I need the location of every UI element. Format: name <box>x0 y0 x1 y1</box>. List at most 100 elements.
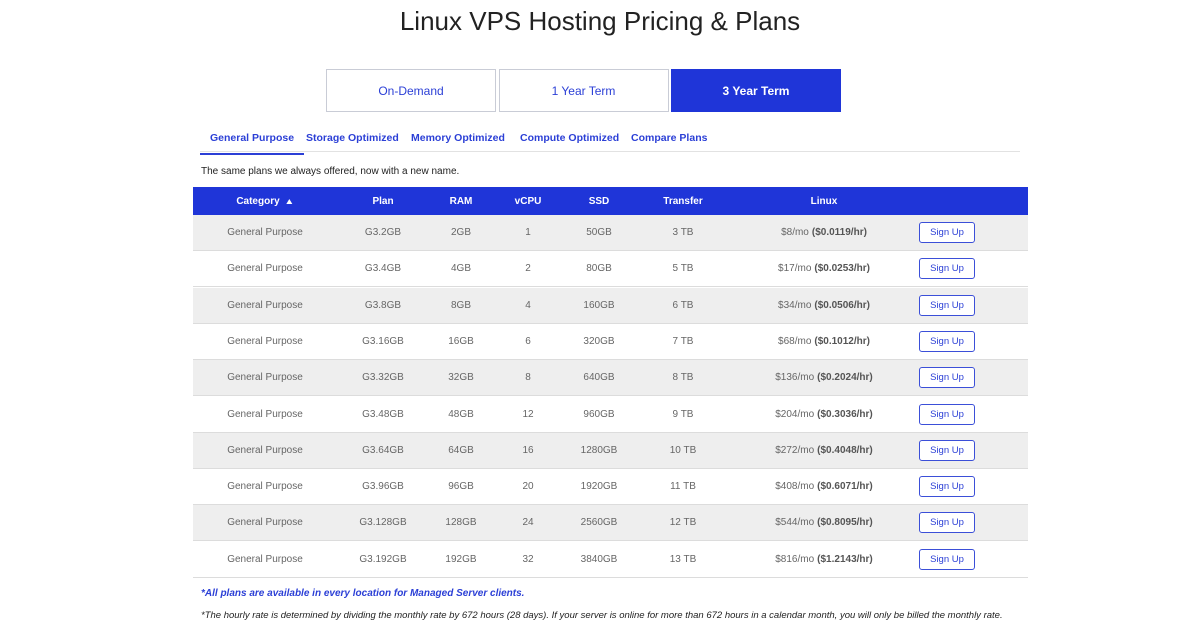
term-tab[interactable]: On-Demand <box>326 69 496 112</box>
table-cell: 32 <box>522 553 534 565</box>
sign-up-button[interactable]: Sign Up <box>919 294 975 316</box>
table-cell: General Purpose <box>227 263 303 275</box>
hourly-price: ($0.0119/hr) <box>811 227 867 238</box>
table-cell: 3 TB <box>672 227 694 238</box>
monthly-price: $17/mo <box>778 263 812 275</box>
column-header: Linux <box>811 187 838 215</box>
table-cell: 6 TB <box>672 299 694 311</box>
monthly-price: $272/mo <box>775 444 815 456</box>
table-row: General Purpose G3.192GB 192GB 32 3840GB 13 T… <box>193 541 1028 578</box>
column-label: vCPU <box>514 195 542 207</box>
table-cell: 1280GB <box>580 444 618 456</box>
category-tab[interactable]: General Purpose <box>200 130 305 155</box>
hourly-price: ($0.8095/hr) <box>817 517 873 529</box>
category-tab[interactable]: Compare Plans <box>631 132 708 144</box>
sign-up-button[interactable]: Sign Up <box>919 258 975 280</box>
category-tab[interactable]: Storage Optimized <box>306 132 399 144</box>
price-cell: $544/mo ($0.8095/hr) <box>775 505 873 540</box>
table-cell: 3840GB <box>580 553 618 565</box>
hourly-price: ($0.6071/hr) <box>817 481 873 493</box>
category-tab[interactable]: Compute Optimized <box>520 132 620 144</box>
category-tab[interactable]: Memory Optimized <box>411 132 505 144</box>
column-label: RAM <box>449 195 473 207</box>
table-cell: General Purpose <box>227 553 303 565</box>
table-cell: 12 TB <box>669 517 697 529</box>
table-cell: 2560GB <box>580 517 618 529</box>
column-header[interactable]: Category <box>236 187 293 215</box>
sign-up-button[interactable]: Sign Up <box>919 330 975 352</box>
table-cell: 80GB <box>586 263 612 275</box>
table-cell: 8GB <box>450 299 472 311</box>
table-cell: General Purpose <box>227 444 303 456</box>
button-cell: Sign Up <box>919 397 975 432</box>
price-cell: $408/mo ($0.6071/hr) <box>775 469 873 504</box>
table-cell: General Purpose <box>227 227 303 238</box>
table-cell: General Purpose <box>227 408 303 420</box>
term-tab[interactable]: 1 Year Term <box>498 69 669 112</box>
sign-up-button[interactable]: Sign Up <box>919 476 975 498</box>
table-cell: 320GB <box>583 335 615 347</box>
button-cell: Sign Up <box>919 288 975 323</box>
sign-up-button[interactable]: Sign Up <box>919 439 975 461</box>
table-cell: G3.8GB <box>364 299 402 311</box>
table-cell: 48GB <box>448 408 474 420</box>
price-cell: $204/mo ($0.3036/hr) <box>775 397 873 432</box>
hourly-price: ($0.1012/hr) <box>814 335 870 347</box>
column-label: Linux <box>810 195 838 207</box>
table-cell: 4 <box>525 299 531 311</box>
table-cell: G3.32GB <box>362 372 404 384</box>
table-cell: 8 TB <box>672 372 694 384</box>
sign-up-button[interactable]: Sign Up <box>919 403 975 425</box>
sign-up-button[interactable]: Sign Up <box>919 512 975 534</box>
button-cell: Sign Up <box>919 324 975 359</box>
table-cell: 160GB <box>583 299 615 311</box>
table-cell: 960GB <box>583 408 615 420</box>
price-cell: $136/mo ($0.2024/hr) <box>775 360 873 395</box>
table-cell: 16 <box>522 444 534 456</box>
table-cell: G3.128GB <box>359 517 407 529</box>
table-cell: 16GB <box>448 335 474 347</box>
table-cell: 50GB <box>586 227 612 238</box>
column-label: Plan <box>372 195 394 207</box>
hourly-price: ($0.3036/hr) <box>817 408 873 420</box>
price-cell: $17/mo ($0.0253/hr) <box>778 251 870 286</box>
sort-icon <box>286 199 293 204</box>
table-header: Category Plan RAM vCPU SSD Transfer Linux <box>193 187 1028 215</box>
hourly-price: ($0.0506/hr) <box>814 299 870 311</box>
monthly-price: $816/mo <box>775 553 815 565</box>
monthly-price: $34/mo <box>778 299 812 311</box>
button-cell: Sign Up <box>919 433 975 468</box>
note: The same plans we always offered, now wi… <box>201 166 460 177</box>
price-cell: $68/mo ($0.1012/hr) <box>778 324 870 359</box>
table-cell: 7 TB <box>672 335 694 347</box>
sign-up-button[interactable]: Sign Up <box>919 222 975 243</box>
table-cell: 2 <box>525 263 531 275</box>
monthly-price: $68/mo <box>778 335 812 347</box>
table-row: General Purpose G3.128GB 128GB 24 2560GB 12 T… <box>193 505 1028 542</box>
table-cell: 2GB <box>450 227 472 238</box>
sign-up-button[interactable]: Sign Up <box>919 548 975 570</box>
tab-divider <box>200 151 1020 152</box>
column-header: RAM <box>450 187 473 215</box>
table-cell: General Purpose <box>227 517 303 529</box>
monthly-price: $544/mo <box>775 517 815 529</box>
column-header: Transfer <box>663 187 702 215</box>
term-tab[interactable]: 3 Year Term <box>671 69 841 112</box>
button-cell: Sign Up <box>919 360 975 395</box>
column-label: Category <box>236 195 280 207</box>
sign-up-button[interactable]: Sign Up <box>919 367 975 389</box>
column-label: SSD <box>588 195 610 207</box>
table-cell: 1920GB <box>580 481 618 493</box>
table-row: General Purpose G3.16GB 16GB 6 320GB 7 TB $68/… <box>193 323 1028 360</box>
table-cell: General Purpose <box>227 372 303 384</box>
column-header: Plan <box>372 187 393 215</box>
table-cell: 64GB <box>448 444 474 456</box>
table-cell: 12 <box>522 408 534 420</box>
button-cell: Sign Up <box>919 469 975 504</box>
table-row: General Purpose G3.4GB 4GB 2 80GB 5 TB $17/mo(… <box>193 251 1028 288</box>
table-cell: 1 <box>525 227 531 238</box>
table-cell: G3.64GB <box>362 444 404 456</box>
footnote: *All plans are available in every locati… <box>201 588 525 599</box>
table-cell: 6 <box>525 335 531 347</box>
table-row: General Purpose G3.96GB 96GB 20 1920GB 11 TB $… <box>193 469 1028 506</box>
